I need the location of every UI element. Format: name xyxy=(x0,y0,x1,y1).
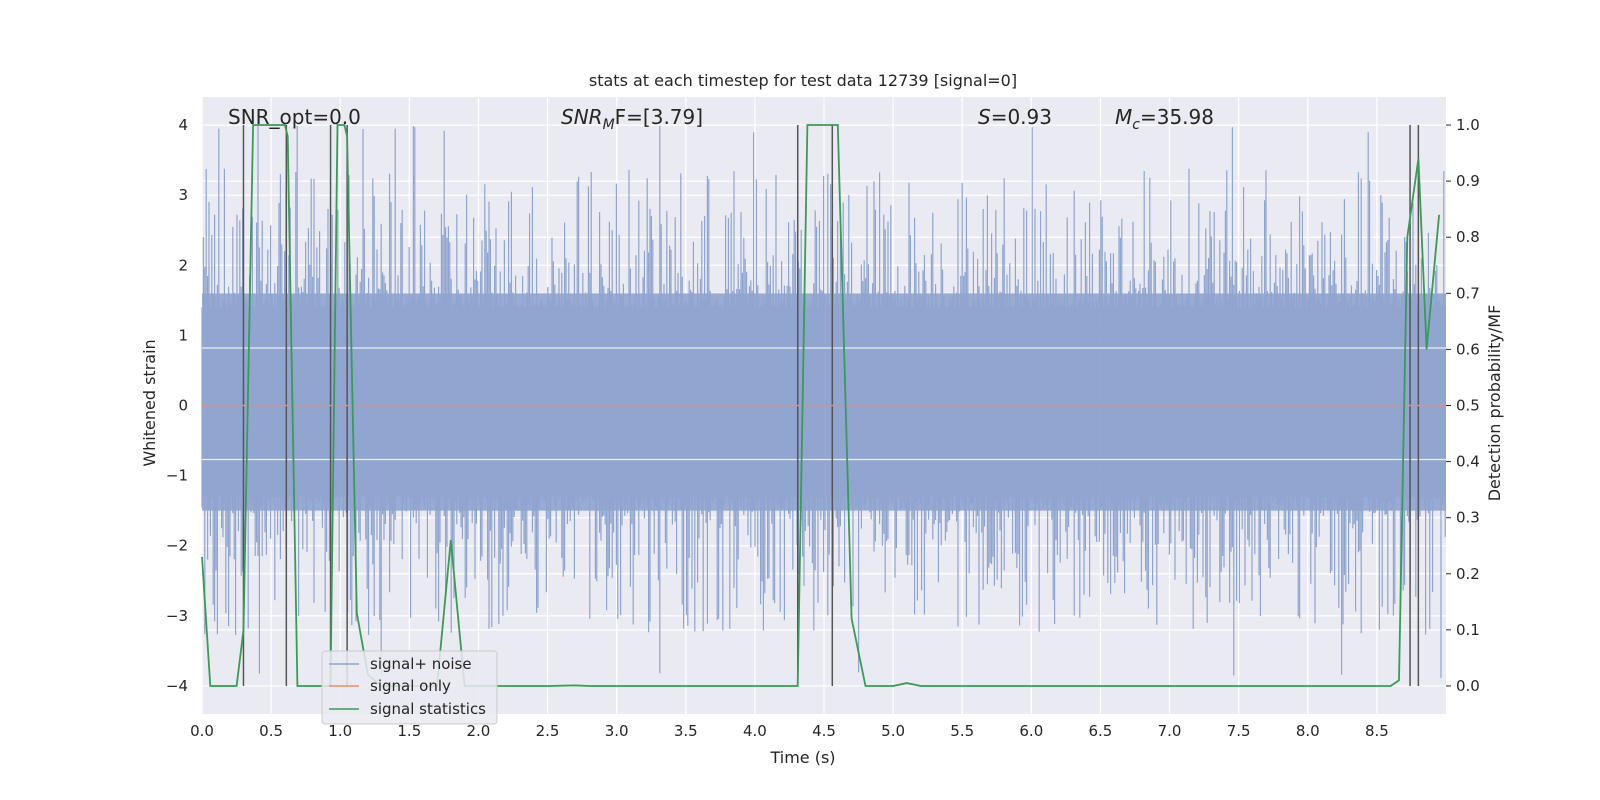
annotation-snr-opt: SNR_opt=0.0 xyxy=(228,105,361,129)
x-tick-label: 0.0 xyxy=(190,722,214,740)
x-tick-label: 2.0 xyxy=(467,722,491,740)
y2-tick-label: 0.9 xyxy=(1456,172,1480,190)
x-tick-label: 5.0 xyxy=(881,722,905,740)
annotation-snr-mf: SNRMF=[3.79] xyxy=(561,105,703,133)
y-tick-label: −2 xyxy=(166,537,188,555)
legend-label-signal-noise: signal+ noise xyxy=(370,655,472,673)
x-tick-label: 2.5 xyxy=(536,722,560,740)
y2-tick-label: 1.0 xyxy=(1456,116,1480,134)
y2-tick-label: 0.0 xyxy=(1456,677,1480,695)
y-tick-label: 3 xyxy=(178,186,188,204)
y-tick-label: 0 xyxy=(178,397,188,415)
y2-tick-label: 0.8 xyxy=(1456,228,1480,246)
x-tick-label: 3.5 xyxy=(674,722,698,740)
x-tick-label: 3.0 xyxy=(605,722,629,740)
x-axis: 0.0 0.5 1.0 1.5 2.0 2.5 3.0 3.5 4.0 4.5 5.0 5.5 6.0 6… xyxy=(190,722,1389,740)
series-signal-statistics xyxy=(201,124,1440,687)
series-signal-noise xyxy=(201,125,1446,679)
y-axis-label: Whitened strain xyxy=(140,339,159,466)
x-tick-label: 8.5 xyxy=(1365,722,1389,740)
x-tick-label: 5.5 xyxy=(950,722,974,740)
annotation-mc: Mc=35.98 xyxy=(1115,105,1214,133)
y-tick-label: 1 xyxy=(178,326,188,344)
x-tick-label: 6.0 xyxy=(1019,722,1043,740)
x-tick-label: 4.5 xyxy=(812,722,836,740)
y-axis-right: 0.0 0.1 0.2 0.3 0.4 0.5 0.6 0.7 0.8 0.9 1.0 xyxy=(1446,116,1480,695)
y2-tick-label: 0.3 xyxy=(1456,509,1480,527)
noise-series xyxy=(201,125,1446,679)
legend-label-signal-only: signal only xyxy=(370,677,451,695)
y-tick-label: 4 xyxy=(178,116,188,134)
series-lines xyxy=(201,124,1446,687)
chart-title: stats at each timestep for test data 127… xyxy=(589,71,1017,90)
y-tick-label: 2 xyxy=(178,256,188,274)
y-tick-label: −1 xyxy=(166,467,188,485)
y2-tick-label: 0.4 xyxy=(1456,453,1480,471)
x-tick-label: 6.5 xyxy=(1089,722,1113,740)
x-tick-label: 8.0 xyxy=(1296,722,1320,740)
legend-label-signal-statistics: signal statistics xyxy=(370,700,486,718)
y-axis-left: −4 −3 −2 −1 0 1 2 3 4 xyxy=(166,116,188,695)
legend-box xyxy=(321,650,498,725)
x-tick-label: 7.0 xyxy=(1158,722,1182,740)
x-tick-label: 1.0 xyxy=(328,722,352,740)
y2-tick-label: 0.5 xyxy=(1456,397,1480,415)
y2-tick-label: 0.2 xyxy=(1456,565,1480,583)
y-tick-label: −4 xyxy=(166,677,188,695)
x-tick-label: 1.5 xyxy=(397,722,421,740)
y2-tick-label: 0.7 xyxy=(1456,284,1480,302)
x-tick-label: 7.5 xyxy=(1227,722,1251,740)
annotation-s: S=0.93 xyxy=(978,105,1052,129)
x-tick-label: 4.0 xyxy=(743,722,767,740)
y-tick-label: −3 xyxy=(166,607,188,625)
x-tick-label: 0.5 xyxy=(259,722,283,740)
x-axis-label: Time (s) xyxy=(769,748,835,767)
y2-tick-label: 0.6 xyxy=(1456,340,1480,358)
y2-tick-label: 0.1 xyxy=(1456,621,1480,639)
legend: signal+ noise signal only signal statist… xyxy=(321,650,498,725)
y2-axis-label: Detection probability/MF xyxy=(1485,305,1504,502)
